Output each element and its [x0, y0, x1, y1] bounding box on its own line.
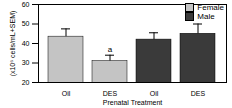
svg-text:30: 30 — [22, 59, 30, 66]
svg-text:(x10⁶ cells/mL+SEM): (x10⁶ cells/mL+SEM) — [9, 11, 17, 77]
svg-text:a: a — [108, 45, 113, 54]
svg-text:60: 60 — [22, 1, 30, 8]
svg-text:40: 40 — [22, 40, 30, 47]
svg-text:Oil: Oil — [150, 90, 159, 97]
html-text:Male: Male — [197, 12, 215, 21]
svg-text:Prenatal Treatment: Prenatal Treatment — [103, 99, 163, 106]
svg-text:50: 50 — [22, 20, 30, 27]
svg-text:20: 20 — [22, 79, 30, 86]
svg-text:DES: DES — [103, 90, 118, 97]
svg-text:Oil: Oil — [62, 90, 71, 97]
html-text:Female: Female — [197, 3, 224, 12]
svg-text:DES: DES — [191, 90, 206, 97]
